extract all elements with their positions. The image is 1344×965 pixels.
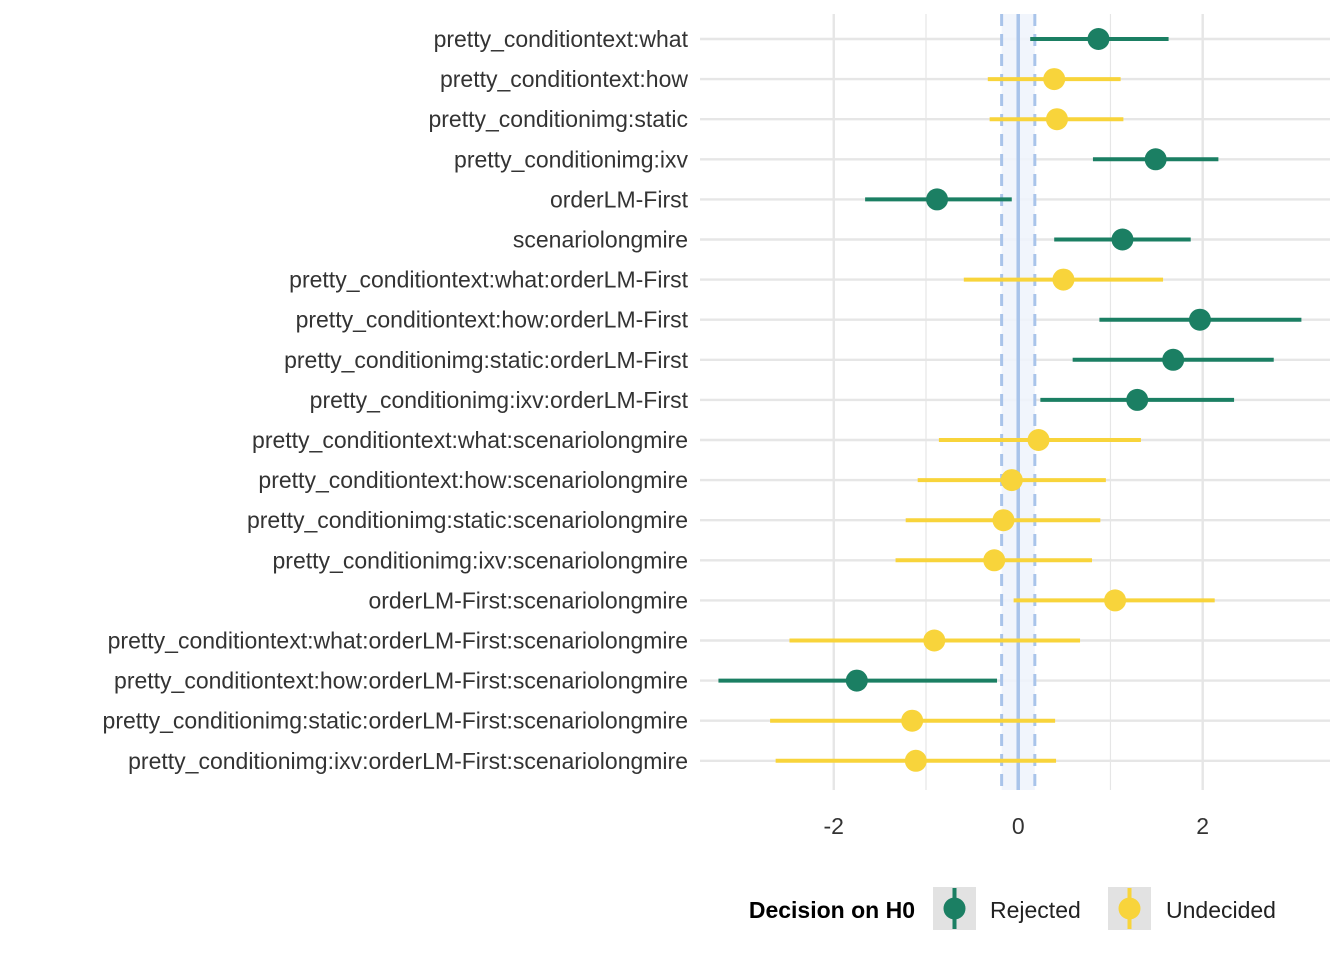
estimate-point <box>926 188 949 211</box>
x-tick-label: 0 <box>1012 813 1025 839</box>
legend-label: Rejected <box>990 897 1081 923</box>
estimate-point <box>845 669 868 692</box>
term-label: pretty_conditionimg:ixv:orderLM-First:sc… <box>128 748 688 774</box>
legend-key-point <box>943 897 966 920</box>
estimate-point <box>983 549 1006 572</box>
estimate-point <box>923 629 946 652</box>
x-tick-label: -2 <box>824 813 844 839</box>
estimate-point <box>1144 148 1167 171</box>
term-label: pretty_conditiontext:what <box>434 26 689 52</box>
y-axis-labels: pretty_conditiontext:what pretty_conditio… <box>103 26 689 774</box>
estimate-point <box>901 709 924 732</box>
term-label: pretty_conditionimg:static:orderLM-First <box>284 347 689 373</box>
estimate-point <box>904 749 927 772</box>
term-label: pretty_conditionimg:static <box>428 106 688 132</box>
legend-key-point <box>1118 897 1141 920</box>
term-label: pretty_conditiontext:how:scenariolongmir… <box>258 467 688 493</box>
estimate-point <box>992 509 1015 532</box>
term-label: orderLM-First:scenariolongmire <box>368 587 688 613</box>
estimate-point <box>1052 268 1075 291</box>
estimate-point <box>1188 308 1211 331</box>
legend-item: Undecided <box>1108 887 1276 930</box>
estimate-point <box>1104 589 1127 612</box>
x-axis-tick-labels: -2 0 2 <box>824 813 1210 839</box>
estimate-point <box>1045 108 1068 131</box>
estimate-point <box>1000 469 1023 492</box>
term-label: pretty_conditiontext:how:orderLM-First <box>296 307 689 333</box>
term-label: pretty_conditiontext:what:orderLM-First:… <box>108 628 688 654</box>
term-label: pretty_conditionimg:ixv:scenariolongmire <box>273 547 688 573</box>
estimate-point <box>1027 429 1050 451</box>
rope-region <box>1000 14 1037 790</box>
term-label: orderLM-First <box>550 186 689 212</box>
x-tick-label: 2 <box>1196 813 1209 839</box>
marks-layer <box>718 28 1302 772</box>
term-label: pretty_conditionimg:static:scenariolongm… <box>247 507 688 533</box>
legend-label: Undecided <box>1166 897 1276 923</box>
estimate-point <box>1043 68 1066 91</box>
legend-item: Rejected <box>933 887 1081 930</box>
term-label: pretty_conditiontext:what:orderLM-First <box>289 267 688 293</box>
term-label: scenariolongmire <box>513 227 688 253</box>
estimate-point <box>1162 348 1185 371</box>
term-label: pretty_conditionimg:ixv:orderLM-First <box>310 387 689 413</box>
legend-title: Decision on H0 <box>749 897 915 923</box>
estimate-point <box>1126 388 1149 411</box>
term-label: pretty_conditionimg:static:orderLM-First… <box>103 708 688 734</box>
term-label: pretty_conditiontext:how <box>440 66 688 92</box>
term-label: pretty_conditiontext:what:scenariolongmi… <box>252 427 688 453</box>
legend: Decision on H0 Rejected Undecided <box>749 887 1276 930</box>
estimate-point <box>1111 228 1134 251</box>
term-label: pretty_conditionimg:ixv <box>454 146 688 172</box>
estimate-point <box>1087 28 1110 50</box>
term-label: pretty_conditiontext:how:orderLM-First:s… <box>114 668 688 694</box>
